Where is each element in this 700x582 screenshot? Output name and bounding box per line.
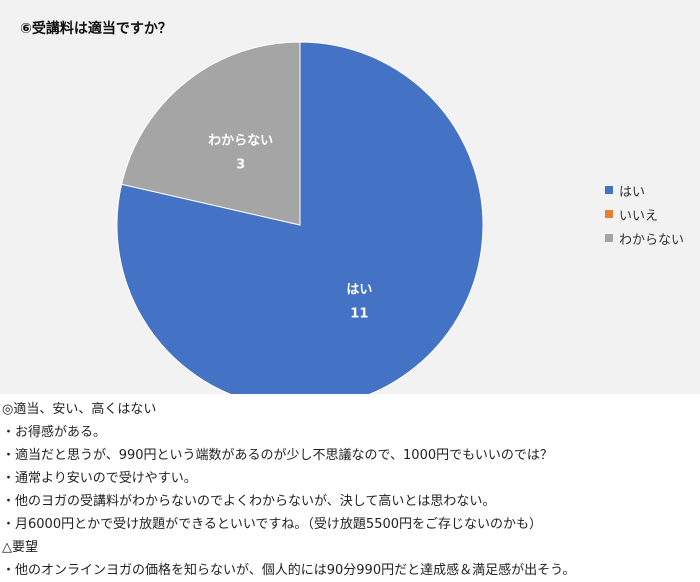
note-line: △要望: [2, 540, 38, 555]
note-line: ・他のヨガの受講料がわからないのでよくわからないが、決して高いとは思わない。: [2, 494, 496, 509]
legend-swatch-iie: [605, 210, 613, 218]
data-label-value-hai: 11: [350, 306, 368, 321]
legend-label-hai: はい: [619, 184, 646, 200]
note-line: ・お得感がある。: [2, 425, 107, 440]
note-line: ・適当だと思うが、990円という端数があるのが少し不思議なので、1000円でもい…: [2, 448, 553, 463]
data-label-category-wakaranai: わからない: [208, 134, 273, 149]
legend-swatch-wakaranai: [605, 234, 613, 242]
pie-chart: はい 11 わからない 3: [116, 41, 484, 394]
note-line: ◎適当、安い、高くはない: [2, 402, 157, 417]
legend-label-wakaranai: わからない: [619, 232, 685, 248]
legend-swatch-hai: [605, 186, 613, 194]
legend-item-wakaranai: わからない: [605, 226, 684, 250]
note-line: ・他のオンラインヨガの価格を知らないが、個人的には90分990円だと達成感＆満足…: [2, 563, 576, 578]
legend: はい いいえ わからない: [605, 178, 684, 250]
pie-slice-wakaranai: [120, 41, 301, 226]
data-label-category-hai: はい: [346, 282, 372, 297]
legend-label-iie: いいえ: [619, 208, 659, 224]
legend-item-hai: はい: [605, 178, 684, 202]
comments-section: ◎適当、安い、高くはない ・お得感がある。 ・適当だと思うが、990円という端数…: [2, 398, 698, 582]
chart-title: ⑥受講料は適当ですか？: [20, 21, 172, 37]
note-line: ・月6000円とかで受け放題ができるといいですね。（受け放題5500円をご存じな…: [2, 517, 543, 532]
note-line: ・通常より安いので受けやすい。: [2, 471, 197, 486]
chart-area: ⑥受講料は適当ですか？ はい 11 わからない 3 はい いいえ わからない: [0, 0, 700, 394]
data-label-value-wakaranai: 3: [236, 158, 245, 173]
legend-item-iie: いいえ: [605, 202, 684, 226]
